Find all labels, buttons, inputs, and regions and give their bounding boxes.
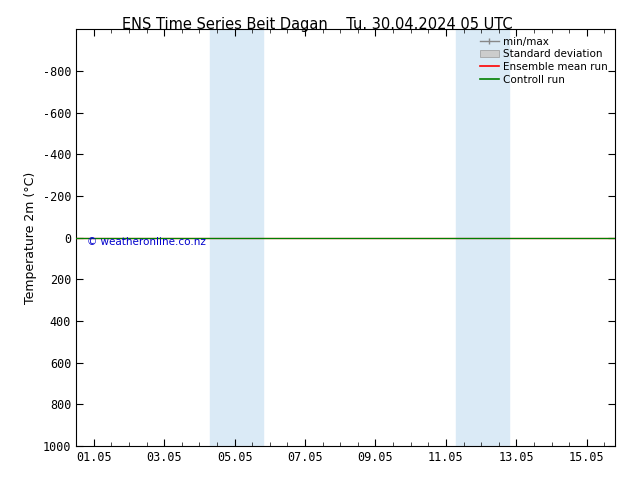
Legend: min/max, Standard deviation, Ensemble mean run, Controll run: min/max, Standard deviation, Ensemble me… — [476, 32, 612, 89]
Bar — [456, 29, 509, 446]
Bar — [210, 29, 262, 446]
Y-axis label: Temperature 2m (°C): Temperature 2m (°C) — [24, 172, 37, 304]
Text: © weatheronline.co.nz: © weatheronline.co.nz — [87, 237, 205, 247]
Text: ENS Time Series Beit Dagan    Tu. 30.04.2024 05 UTC: ENS Time Series Beit Dagan Tu. 30.04.202… — [122, 17, 512, 32]
